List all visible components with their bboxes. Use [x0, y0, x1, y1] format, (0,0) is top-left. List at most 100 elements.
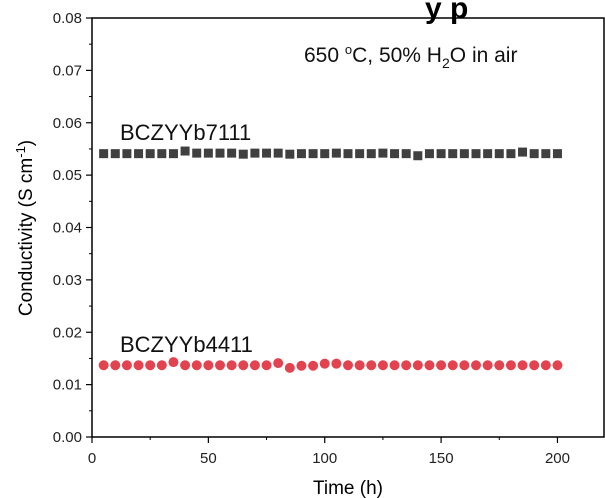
- data-point-bczyyb4411: [494, 360, 505, 371]
- data-point-bczyyb4411: [412, 360, 423, 371]
- data-point-bczyyb7111: [157, 149, 167, 159]
- data-point-bczyyb7111: [134, 149, 144, 159]
- data-point-bczyyb7111: [413, 151, 423, 161]
- data-point-bczyyb4411: [459, 360, 470, 371]
- y-tick-label: 0.00: [53, 429, 82, 446]
- data-point-bczyyb4411: [517, 360, 528, 371]
- data-point-bczyyb4411: [377, 360, 388, 371]
- data-point-bczyyb7111: [227, 148, 237, 158]
- data-point-bczyyb4411: [366, 360, 377, 371]
- data-point-bczyyb7111: [192, 148, 202, 158]
- data-point-bczyyb4411: [249, 360, 260, 371]
- data-point-bczyyb7111: [459, 149, 469, 159]
- data-point-bczyyb4411: [552, 360, 563, 371]
- data-point-bczyyb4411: [529, 360, 540, 371]
- data-point-bczyyb4411: [331, 358, 342, 369]
- data-point-bczyyb4411: [284, 362, 295, 373]
- plot-axes: [91, 17, 605, 438]
- y-tick-label: 0.03: [53, 272, 82, 289]
- data-point-bczyyb4411: [191, 360, 202, 371]
- y-tick-label: 0.02: [53, 324, 82, 341]
- x-tick-label: 0: [88, 450, 96, 467]
- data-point-bczyyb7111: [355, 149, 365, 159]
- series-label-bczyyb7111: BCZYYb7111: [120, 120, 251, 145]
- data-point-bczyyb7111: [494, 149, 504, 159]
- y-axis-title: Conductivity (S cm-1): [13, 140, 37, 316]
- data-point-bczyyb4411: [261, 360, 272, 371]
- y-tick-label: 0.06: [53, 115, 82, 132]
- data-point-bczyyb4411: [389, 360, 400, 371]
- data-point-bczyyb4411: [354, 360, 365, 371]
- data-point-bczyyb7111: [262, 148, 272, 158]
- data-point-bczyyb7111: [331, 148, 341, 158]
- data-point-bczyyb7111: [471, 149, 481, 159]
- data-point-bczyyb4411: [343, 360, 353, 371]
- x-tick-label: 100: [312, 450, 337, 467]
- data-point-bczyyb4411: [273, 358, 284, 369]
- data-point-bczyyb7111: [122, 149, 132, 159]
- data-point-bczyyb7111: [506, 149, 516, 159]
- x-tick-label: 150: [429, 450, 454, 467]
- data-point-bczyyb4411: [296, 360, 307, 371]
- data-point-bczyyb4411: [401, 360, 412, 371]
- y-axis-ticks: 0.00 0.01 0.02 0.03 0.04 0.05 0.06 0.07 0.08: [53, 10, 92, 446]
- data-point-bczyyb7111: [145, 149, 155, 159]
- data-point-bczyyb7111: [390, 149, 400, 159]
- data-point-bczyyb4411: [540, 360, 551, 371]
- series-label-bczyyb4411: BCZYYb4411: [120, 332, 253, 357]
- data-point-bczyyb7111: [320, 149, 330, 159]
- x-tick-label: 50: [200, 450, 217, 467]
- data-point-bczyyb7111: [168, 149, 178, 159]
- y-tick-label: 0.04: [53, 220, 82, 237]
- data-point-bczyyb4411: [145, 360, 156, 371]
- data-point-bczyyb4411: [110, 360, 121, 371]
- data-point-bczyyb7111: [285, 149, 295, 159]
- data-point-bczyyb4411: [447, 360, 458, 371]
- data-point-bczyyb7111: [529, 149, 539, 159]
- data-point-bczyyb7111: [448, 149, 458, 159]
- data-point-bczyyb7111: [378, 148, 388, 158]
- data-point-bczyyb7111: [343, 149, 353, 159]
- data-point-bczyyb7111: [203, 148, 213, 158]
- data-point-bczyyb7111: [518, 147, 528, 157]
- data-point-bczyyb4411: [471, 360, 481, 371]
- x-tick-label: 200: [545, 450, 570, 467]
- data-point-bczyyb7111: [424, 149, 434, 159]
- data-markers: [98, 146, 563, 373]
- data-point-bczyyb7111: [180, 146, 190, 156]
- data-point-bczyyb7111: [99, 149, 109, 159]
- data-point-bczyyb4411: [121, 360, 132, 371]
- y-tick-label: 0.07: [53, 62, 82, 79]
- data-point-bczyyb4411: [424, 360, 435, 371]
- y-tick-label: 0.08: [53, 10, 82, 27]
- data-point-bczyyb4411: [482, 360, 493, 371]
- data-point-bczyyb4411: [156, 360, 167, 371]
- data-point-bczyyb4411: [168, 357, 179, 368]
- data-point-bczyyb7111: [401, 149, 411, 159]
- data-point-bczyyb4411: [308, 360, 319, 371]
- y-tick-label: 0.05: [53, 167, 82, 184]
- data-point-bczyyb7111: [308, 149, 318, 159]
- data-point-bczyyb4411: [505, 360, 516, 371]
- data-point-bczyyb4411: [98, 360, 109, 371]
- data-point-bczyyb7111: [296, 149, 306, 159]
- data-point-bczyyb4411: [180, 360, 191, 371]
- data-point-bczyyb7111: [250, 148, 260, 158]
- data-point-bczyyb7111: [436, 149, 446, 159]
- data-point-bczyyb4411: [436, 360, 447, 371]
- chart-title-fragment: y p: [425, 0, 468, 25]
- x-axis-ticks: 0 50 100 150 200: [88, 437, 570, 467]
- y-tick-label: 0.01: [53, 377, 82, 394]
- data-point-bczyyb4411: [133, 360, 144, 371]
- data-point-bczyyb7111: [215, 148, 225, 158]
- data-point-bczyyb7111: [541, 149, 551, 159]
- data-point-bczyyb7111: [238, 149, 248, 159]
- data-point-bczyyb7111: [110, 149, 120, 159]
- plot-frame: [91, 17, 605, 438]
- data-point-bczyyb4411: [319, 358, 330, 369]
- data-point-bczyyb4411: [238, 360, 249, 371]
- data-point-bczyyb7111: [483, 149, 493, 159]
- data-point-bczyyb4411: [226, 360, 237, 371]
- data-point-bczyyb4411: [215, 360, 225, 371]
